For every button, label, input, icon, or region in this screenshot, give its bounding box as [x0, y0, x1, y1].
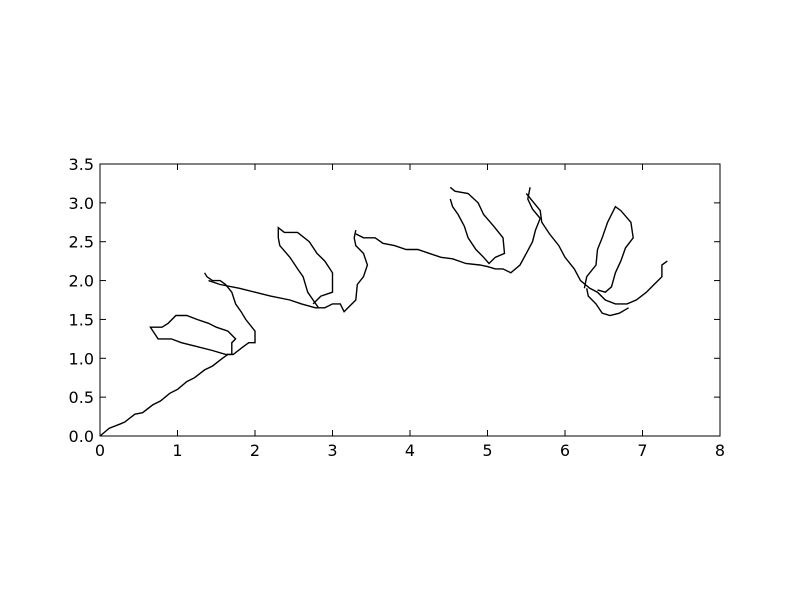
plot-area-frame	[99, 163, 721, 437]
y-tick-label: 3.0	[69, 194, 94, 213]
y-tick-label: 3.5	[69, 155, 94, 174]
series-line-4	[277, 226, 334, 309]
x-tick-label: 5	[482, 441, 492, 460]
y-tick-label: 2.5	[69, 233, 94, 252]
x-tick-label: 4	[405, 441, 415, 460]
series-line-9	[586, 288, 629, 317]
x-axis-ticks: 0 1 2 3 4 5 6 7 8	[95, 164, 725, 460]
y-tick-label: 2.0	[69, 272, 94, 291]
x-tick-label: 7	[637, 441, 647, 460]
y-tick-label: 1.0	[69, 349, 94, 368]
y-tick-label: 1.5	[69, 310, 94, 329]
series-line-6	[449, 186, 506, 265]
series-line-5	[355, 187, 542, 274]
y-tick-label: 0.0	[69, 427, 94, 446]
series-layer	[99, 186, 668, 437]
series-line-7	[525, 193, 668, 305]
x-tick-label: 8	[715, 441, 725, 460]
x-tick-label: 1	[172, 441, 182, 460]
series-line-2	[149, 314, 237, 356]
series-line-1	[99, 272, 256, 437]
x-tick-label: 6	[560, 441, 570, 460]
x-tick-label: 0	[95, 441, 105, 460]
x-tick-label: 3	[327, 441, 337, 460]
x-tick-label: 2	[250, 441, 260, 460]
series-line-3	[208, 229, 369, 313]
y-tick-label: 0.5	[69, 388, 94, 407]
series-line-8	[583, 205, 634, 293]
y-axis-ticks: 0.0 0.5 1.0 1.5 2.0 2.5 3.0 3.5	[69, 155, 720, 446]
